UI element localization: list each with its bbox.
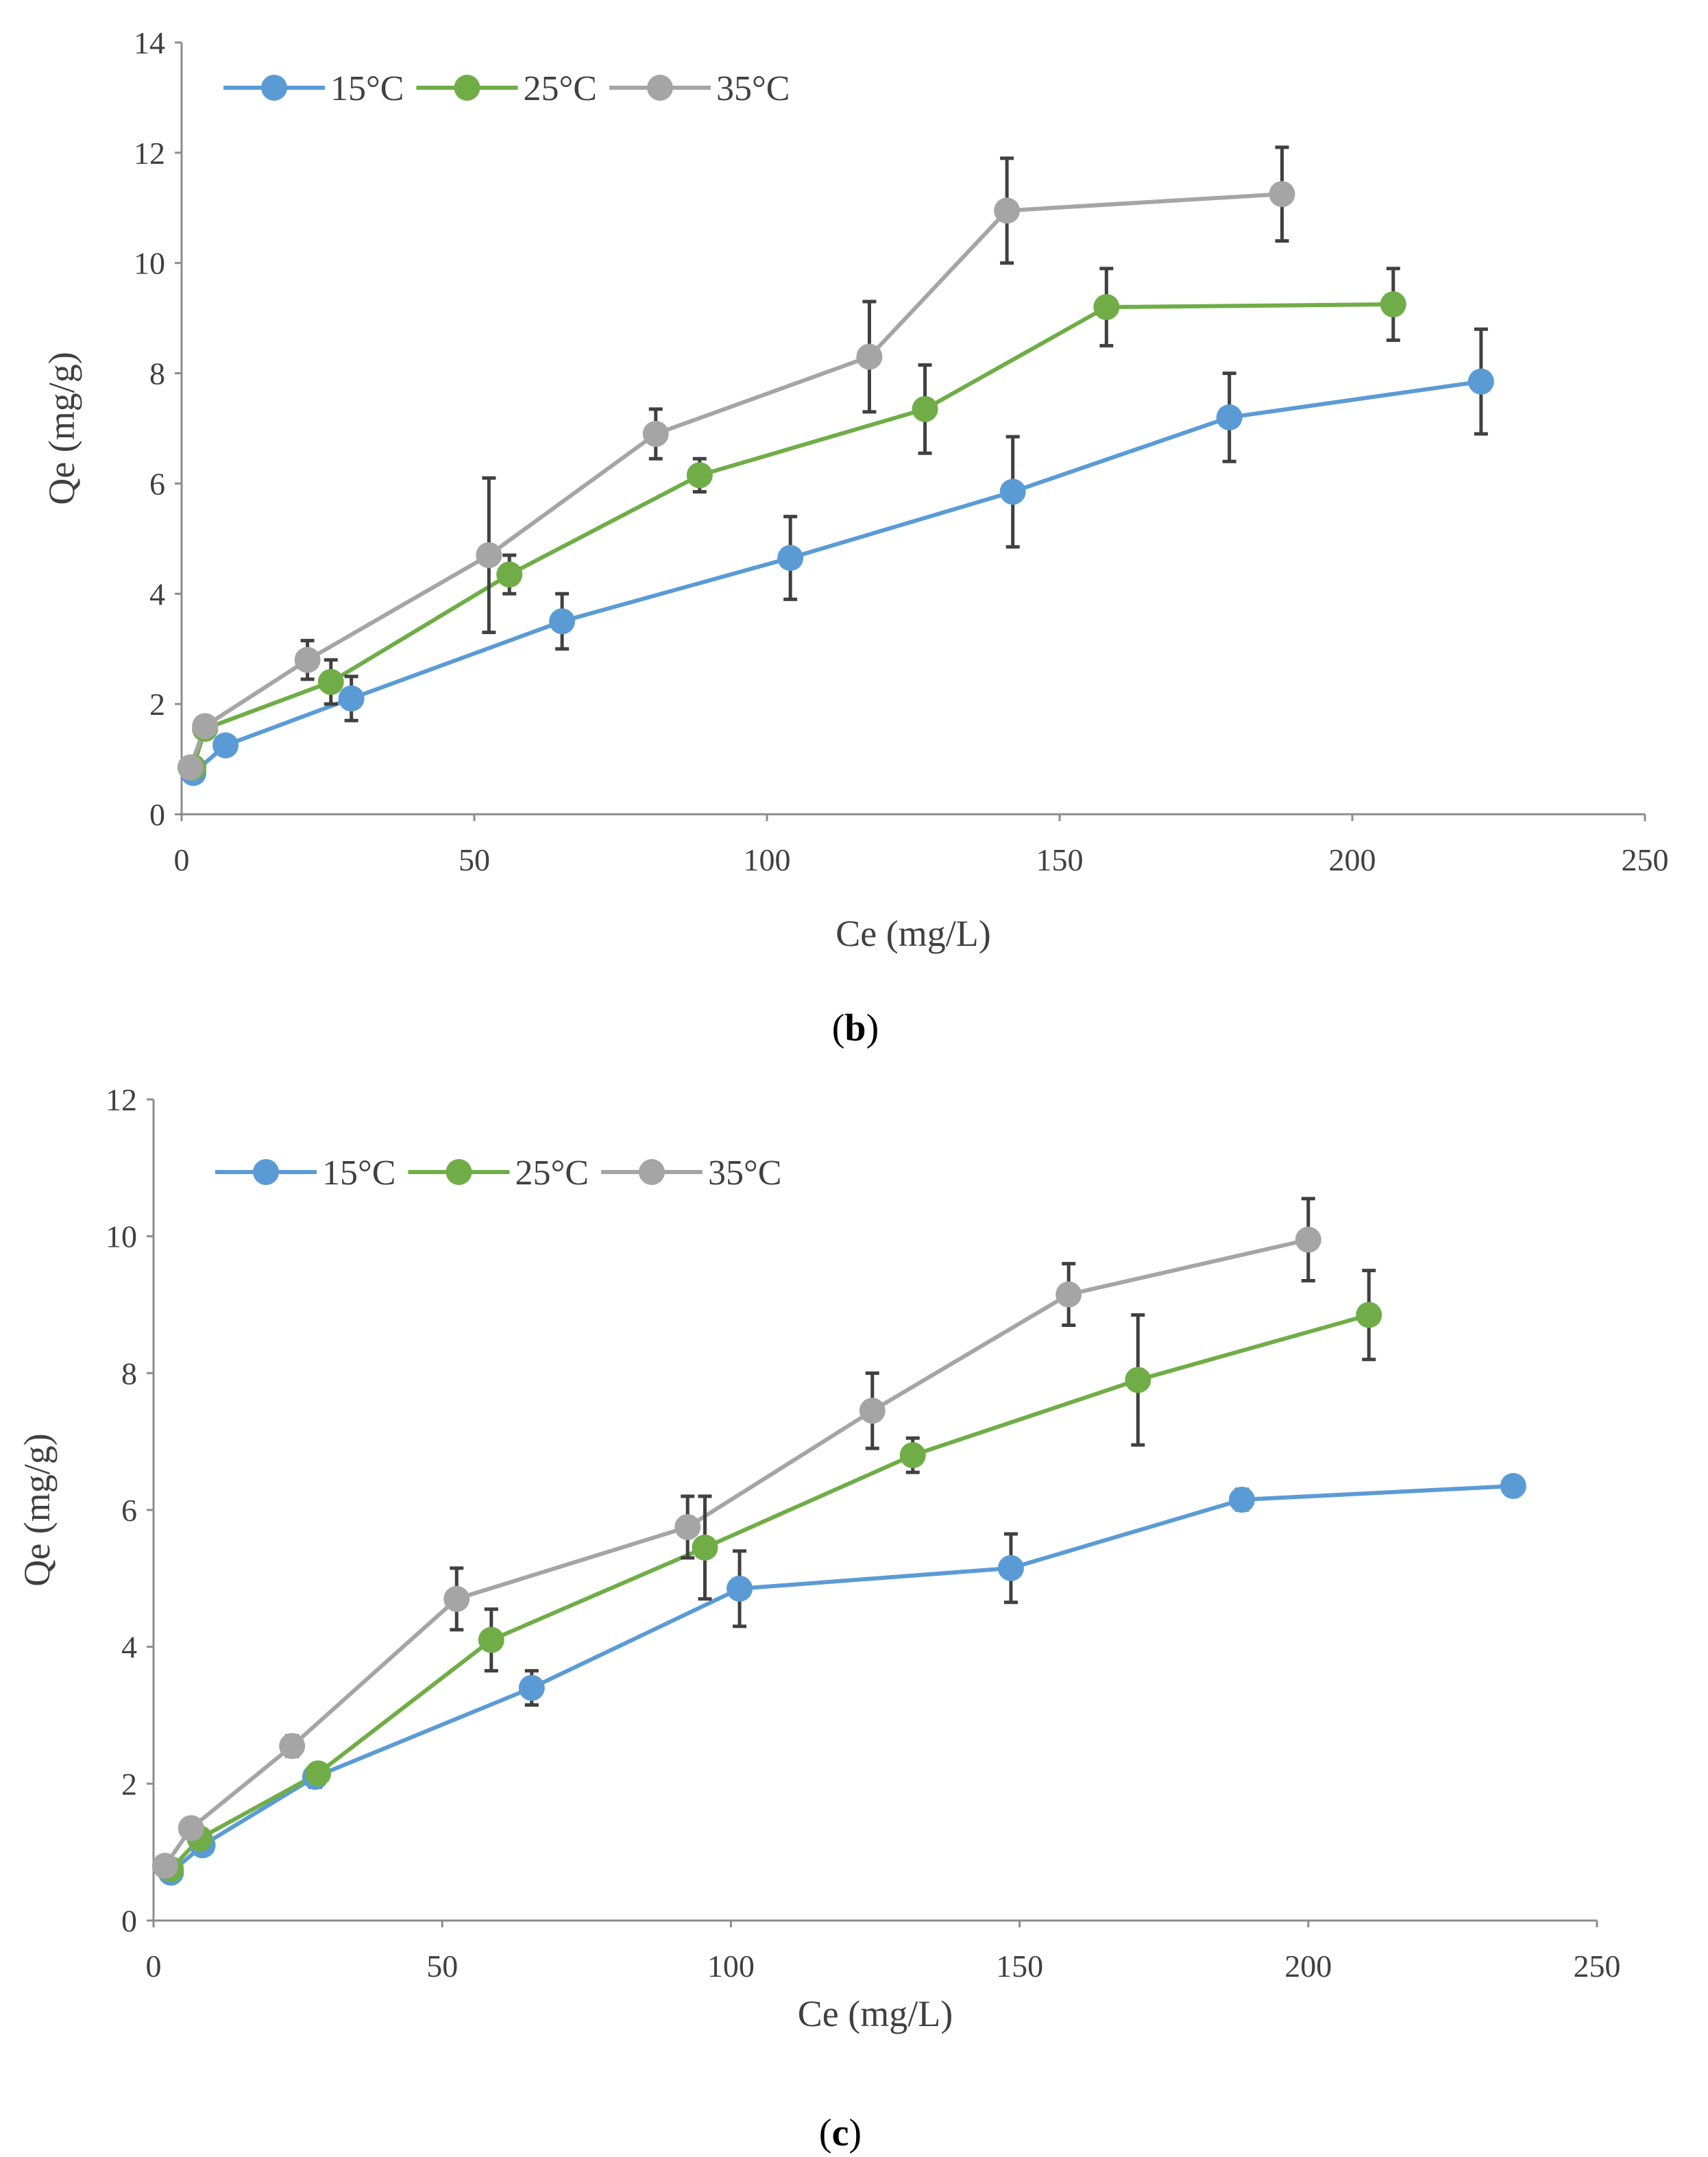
chart-panel-c: 0 2 4 6 8 10 12 0 50 100 150 200 250 Ce (mg/L) Qe (mg/…	[16, 1082, 1621, 2034]
data-point-b-2	[496, 561, 523, 588]
series-line-c-3	[163, 1237, 1309, 1867]
legend-label-b-2: 25°C	[523, 69, 596, 108]
x-tick-label-b: 100	[744, 842, 791, 877]
data-point-c-3	[151, 1853, 178, 1879]
data-point-c-2	[692, 1534, 718, 1561]
series-line-c-2	[169, 1313, 1370, 1871]
y-tick-label-b: 10	[134, 246, 165, 281]
data-point-b-1	[777, 545, 804, 572]
data-point-c-2	[478, 1626, 504, 1653]
data-point-b-3	[856, 343, 883, 370]
x-tick-label-b: 150	[1036, 842, 1084, 877]
x-axis-label-c: Ce (mg/L)	[798, 1993, 953, 2034]
x-tick-label-c: 250	[1574, 1949, 1621, 1984]
data-point-c-1	[997, 1555, 1024, 1581]
series-line-b-3	[188, 192, 1282, 768]
y-tick-label-b: 6	[149, 466, 165, 501]
panel-label-b: (b)	[832, 1007, 879, 1049]
data-point-c-1	[518, 1674, 545, 1701]
y-tick-label-b: 14	[134, 25, 165, 60]
legend-label-c-3: 35°C	[708, 1154, 781, 1193]
series-line-b-2	[191, 302, 1393, 768]
chart-panel-b: 0 2 4 6 8 10 12 14 0 50 100 150 200 250 Ce (mg/L) Qe (m…	[41, 25, 1669, 954]
data-point-b-1	[549, 608, 576, 635]
legend-label-b-3: 35°C	[716, 69, 790, 108]
x-tick-label-c: 150	[996, 1949, 1043, 1984]
y-axis-label-c: Qe (mg/g)	[16, 1433, 58, 1586]
data-point-b-2	[1093, 294, 1120, 321]
data-point-b-3	[476, 541, 502, 568]
data-point-c-3	[1056, 1281, 1082, 1308]
y-tick-label-c: 2	[121, 1766, 137, 1801]
y-tick-label-b: 0	[149, 797, 165, 832]
data-point-b-2	[686, 462, 713, 489]
data-point-c-3	[443, 1585, 470, 1612]
data-point-c-1	[1500, 1473, 1526, 1500]
legend-label-b-1: 15°C	[330, 69, 404, 108]
data-point-b-2	[317, 668, 344, 695]
data-point-b-1	[1216, 404, 1243, 430]
data-point-b-3	[192, 713, 219, 740]
data-point-b-3	[1269, 181, 1295, 208]
data-point-c-1	[1228, 1487, 1255, 1513]
data-point-c-2	[1125, 1367, 1151, 1393]
x-tick-label-c: 0	[146, 1949, 162, 1984]
legend-marker-c-1	[253, 1159, 279, 1185]
data-point-b-3	[994, 197, 1021, 224]
data-point-b-1	[1467, 368, 1494, 395]
data-point-b-1	[999, 478, 1026, 505]
x-tick-label-b: 250	[1622, 842, 1669, 877]
x-axis-label-b: Ce (mg/L)	[835, 913, 990, 954]
legend-marker-c-3	[638, 1159, 665, 1185]
y-tick-label-c: 4	[121, 1630, 137, 1665]
x-tick-label-c: 50	[426, 1949, 458, 1984]
legend-marker-b-2	[454, 75, 480, 101]
data-point-c-3	[279, 1733, 306, 1759]
data-point-b-2	[1380, 291, 1406, 318]
x-tick-label-c: 200	[1284, 1949, 1332, 1984]
y-tick-label-b: 12	[134, 136, 165, 171]
data-point-c-3	[1295, 1226, 1321, 1253]
data-point-b-1	[212, 732, 239, 759]
y-tick-label-b: 2	[149, 687, 165, 722]
data-point-b-3	[177, 754, 204, 781]
x-tick-label-c: 100	[707, 1949, 755, 1984]
data-point-c-2	[305, 1760, 332, 1787]
legend-marker-b-3	[646, 75, 673, 101]
x-tick-label-b: 200	[1329, 842, 1376, 877]
data-point-b-3	[642, 421, 669, 448]
legend-marker-b-1	[261, 75, 287, 101]
y-tick-label-c: 0	[121, 1903, 137, 1938]
data-point-c-3	[674, 1513, 701, 1540]
legend-marker-c-2	[446, 1159, 472, 1185]
y-tick-label-c: 8	[121, 1356, 137, 1391]
y-axis-label-b: Qe (mg/g)	[41, 352, 82, 504]
data-point-c-1	[727, 1575, 753, 1602]
y-tick-label-c: 6	[121, 1493, 137, 1528]
series-line-b-1	[192, 379, 1482, 775]
data-point-c-3	[859, 1398, 886, 1424]
data-point-c-3	[178, 1815, 204, 1842]
panel-label-c: (c)	[819, 2112, 862, 2154]
data-point-b-2	[912, 395, 938, 422]
y-tick-label-c: 12	[106, 1082, 137, 1117]
data-point-b-3	[294, 646, 321, 673]
legend-label-c-1: 15°C	[322, 1154, 395, 1193]
y-tick-label-b: 4	[149, 576, 165, 611]
series-line-c-1	[169, 1484, 1514, 1875]
data-point-c-2	[1356, 1302, 1382, 1328]
legend-label-c-2: 25°C	[515, 1154, 588, 1193]
y-tick-label-c: 10	[106, 1219, 137, 1254]
x-tick-label-b: 50	[459, 842, 490, 877]
x-tick-label-b: 0	[174, 842, 190, 877]
data-point-c-2	[899, 1442, 926, 1469]
data-point-b-1	[338, 685, 365, 712]
y-tick-label-b: 8	[149, 356, 165, 391]
